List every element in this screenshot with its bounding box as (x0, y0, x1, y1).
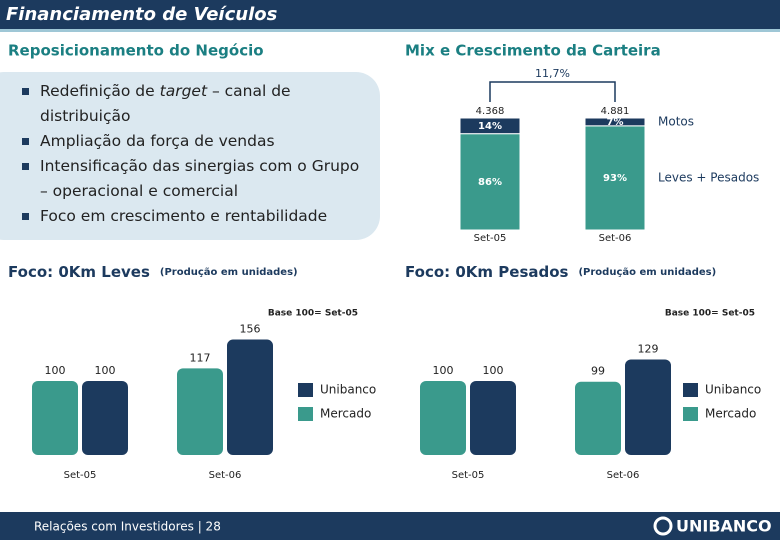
bullet-list: Redefinição de target – canal de distrib… (22, 79, 367, 229)
legend-label: Unibanco (705, 383, 761, 397)
total-label: 4.368 (476, 106, 505, 117)
value-label: 86% (478, 177, 502, 188)
value-label: 129 (638, 343, 659, 356)
bullet: Redefinição de target – canal de distrib… (22, 79, 367, 129)
title-text: Foco: 0Km Leves (8, 263, 150, 281)
page-title: Financiamento de Veículos (6, 4, 278, 25)
bullet: Ampliação da força de vendas (22, 129, 367, 154)
x-tick-label: Set-05 (452, 470, 485, 481)
bullet: Foco em crescimento e rentabilidade (22, 204, 367, 229)
value-label: 100 (483, 364, 504, 377)
note: Base 100= Set-05 (268, 309, 358, 319)
logo-icon (653, 516, 673, 536)
subtitle: (Produção em unidades) (578, 267, 716, 278)
bar (625, 359, 671, 455)
value-label: 14% (478, 121, 502, 132)
bullet-text: Ampliação da força de vendas (40, 132, 275, 150)
x-tick-label: Set-06 (607, 470, 640, 481)
subtitle: (Produção em unidades) (160, 267, 298, 278)
value-label: 100 (95, 364, 116, 377)
value-label: 100 (45, 364, 66, 377)
total-label: 4.881 (601, 106, 630, 117)
legend-swatch (298, 383, 313, 397)
growth-label: 11,7% (535, 67, 570, 80)
bar-segment (459, 133, 521, 231)
title-text: Foco: 0Km Pesados (405, 263, 569, 281)
series-label: Leves + Pesados (658, 170, 759, 184)
x-tick-label: Set-05 (474, 233, 507, 244)
note: Base 100= Set-05 (665, 309, 755, 319)
legend-label: Mercado (705, 407, 756, 421)
value-label: 100 (433, 364, 454, 377)
value-label: 99 (591, 365, 605, 378)
bullet: Intensificação das sinergias com o Grupo… (22, 154, 367, 204)
bullet-box (0, 72, 380, 240)
value-label: 156 (240, 323, 261, 336)
section-title: Reposicionamento do Negócio (8, 42, 264, 60)
header-bar (0, 0, 780, 29)
legend-swatch (683, 407, 698, 421)
footer-text: Relações com Investidores | 28 (34, 520, 221, 534)
legend-swatch (298, 407, 313, 421)
chart-title: Foco: 0Km Pesados (Produção em unidades) (405, 263, 716, 281)
section-title: Mix e Crescimento da Carteira (405, 42, 661, 60)
value-label: 7% (607, 117, 624, 128)
chart-title: Foco: 0Km Leves (Produção em unidades) (8, 263, 298, 281)
header-rule (0, 29, 780, 32)
bullet-text: – canal de distribuição (40, 82, 291, 125)
legend-swatch (683, 383, 698, 397)
bar (575, 381, 621, 455)
bullet-text: Intensificação das sinergias com o Grupo… (40, 157, 360, 200)
bar (470, 381, 516, 455)
logo: UNIBANCO (676, 517, 772, 536)
bullet-text: Redefinição de (40, 82, 160, 100)
bar (32, 381, 78, 455)
value-label: 117 (190, 351, 211, 364)
bar (177, 368, 223, 455)
bar-segment (584, 125, 646, 231)
bullet-text: Foco em crescimento e rentabilidade (40, 207, 328, 225)
bullet-text: target (159, 82, 208, 100)
footer-bar (0, 512, 780, 540)
x-tick-label: Set-06 (599, 233, 632, 244)
x-tick-label: Set-06 (209, 470, 242, 481)
legend-label: Mercado (320, 407, 371, 421)
bar-segment (584, 117, 646, 127)
bar (420, 381, 466, 455)
series-label: Motos (658, 114, 694, 128)
legend-label: Unibanco (320, 383, 376, 397)
bar (227, 339, 273, 455)
value-label: 93% (603, 173, 627, 184)
bar (82, 381, 128, 455)
bar-segment (459, 117, 521, 135)
growth-bracket (489, 81, 616, 102)
x-tick-label: Set-05 (64, 470, 97, 481)
